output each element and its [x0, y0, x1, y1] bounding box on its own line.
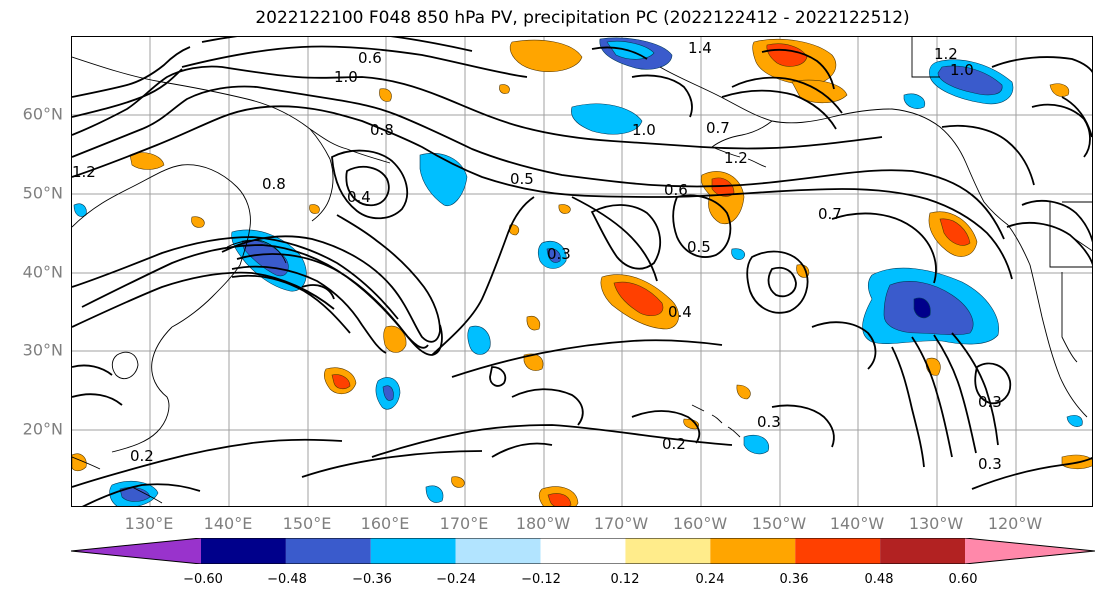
colorbar-svg — [71, 538, 1095, 564]
lon-label: 140°E — [203, 514, 253, 533]
contour-label: 0.3 — [978, 393, 1002, 411]
colorbar-tick: 0.48 — [864, 572, 894, 587]
lon-label: 140°W — [829, 514, 885, 533]
figure-title: 2022122100 F048 850 hPa PV, precipitatio… — [255, 8, 910, 28]
contour-label: 0.7 — [818, 205, 842, 223]
contour-label: 0.8 — [370, 121, 394, 139]
lat-label: 30°N — [22, 340, 63, 360]
lon-label: 180°W — [515, 514, 571, 533]
colorbar-segment — [455, 538, 541, 564]
contour-label: 1.2 — [934, 45, 958, 63]
contour-label: 1.0 — [632, 121, 656, 139]
lon-label: 150°E — [282, 514, 332, 533]
colorbar-segment — [71, 538, 201, 564]
contour-label: 0.6 — [664, 181, 688, 199]
colorbar-segment — [880, 538, 965, 564]
lon-label: 160°E — [360, 514, 410, 533]
lon-label: 160°W — [672, 514, 728, 533]
colorbar-segment — [965, 538, 1095, 564]
contour-label: 0.4 — [347, 188, 371, 206]
contour-label: 0.7 — [706, 119, 730, 137]
colorbar-segments — [71, 538, 1095, 564]
colorbar-tick: −0.24 — [436, 572, 476, 587]
contour-label: 1.2 — [724, 149, 748, 167]
contour-label: 0.4 — [668, 303, 692, 321]
lon-label: 130°E — [124, 514, 174, 533]
map-panel: 0.2 0.2 0.3 0.3 0.3 0.3 0.4 0.4 0.5 0.5 … — [71, 36, 1093, 507]
colorbar-tick: −0.60 — [183, 572, 223, 587]
colorbar-tick: −0.48 — [267, 572, 307, 587]
contour-label: 0.8 — [262, 175, 286, 193]
lon-label: 170°E — [439, 514, 489, 533]
colorbar-tick: 0.36 — [779, 572, 809, 587]
colorbar-tick: 0.60 — [948, 572, 978, 587]
colorbar-segment — [710, 538, 796, 564]
colorbar-tick: 0.12 — [610, 572, 640, 587]
contour-label: 0.3 — [978, 455, 1002, 473]
contour-label: 0.2 — [130, 447, 154, 465]
contour-label: 0.5 — [510, 170, 534, 188]
precip-negative-anomalies — [73, 37, 1083, 506]
pv-contours — [72, 37, 1092, 506]
colorbar-segment — [625, 538, 711, 564]
map-svg: 0.2 0.2 0.3 0.3 0.3 0.3 0.4 0.4 0.5 0.5 … — [72, 37, 1092, 506]
lon-label: 120°W — [987, 514, 1043, 533]
colorbar-segment — [285, 538, 371, 564]
colorbar-tick: −0.12 — [521, 572, 561, 587]
contour-label: 0.5 — [687, 238, 711, 256]
lon-label: 170°W — [593, 514, 649, 533]
contour-label: 0.2 — [662, 435, 686, 453]
contour-label: 1.0 — [334, 68, 358, 86]
colorbar — [71, 538, 1095, 564]
contour-label: 0.6 — [358, 49, 382, 67]
contour-label: 1.2 — [72, 163, 96, 181]
contour-label: 0.3 — [757, 413, 781, 431]
colorbar-tick: −0.36 — [352, 572, 392, 587]
colorbar-segment — [201, 538, 286, 564]
lat-label: 50°N — [22, 183, 63, 203]
colorbar-tick: 0.24 — [695, 572, 725, 587]
lat-label: 40°N — [22, 262, 63, 282]
colorbar-segment — [795, 538, 881, 564]
contour-label: 1.0 — [950, 61, 974, 79]
lat-label: 60°N — [22, 104, 63, 124]
colorbar-segment — [370, 538, 456, 564]
lon-label: 130°W — [908, 514, 964, 533]
contour-labels: 0.2 0.2 0.3 0.3 0.3 0.3 0.4 0.4 0.5 0.5 … — [72, 39, 1002, 473]
lon-label: 150°W — [751, 514, 807, 533]
contour-label: 1.4 — [688, 39, 712, 57]
lat-label: 20°N — [22, 419, 63, 439]
contour-label: 0.3 — [547, 245, 571, 263]
colorbar-segment — [540, 538, 626, 564]
coastlines — [72, 37, 1092, 504]
